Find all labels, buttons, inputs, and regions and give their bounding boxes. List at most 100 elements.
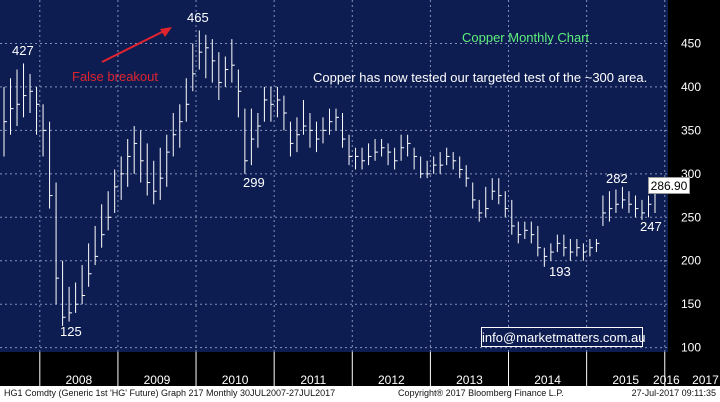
ohlc-bar [270, 86, 274, 122]
ohlc-bar [524, 221, 528, 240]
x-tick-label: 2015 [612, 373, 639, 386]
grid-layer [0, 0, 668, 352]
annotation-427: 427 [12, 43, 34, 58]
ohlc-bar [368, 143, 372, 166]
ohlc-bar [602, 195, 606, 226]
ohlc-bar [263, 86, 268, 122]
ohlc-bar [465, 165, 470, 187]
annotation-299: 299 [243, 175, 265, 190]
ohlc-bar [146, 143, 151, 196]
ohlc-bar [302, 99, 307, 135]
ohlc-bar [68, 286, 73, 322]
x-tick-label: 2013 [456, 373, 483, 386]
ohlc-bar [315, 121, 320, 153]
ohlc-bars [3, 30, 658, 326]
chart-subtitle: Copper has now tested our targeted test … [313, 70, 647, 85]
y-tick-label: 200 [681, 254, 701, 268]
ohlc-bar [446, 147, 450, 166]
x-axis-area [0, 352, 668, 386]
ohlc-bar [218, 52, 222, 100]
x-tick-label: 2014 [534, 373, 561, 386]
ohlc-bar [504, 191, 509, 218]
ohlc-bar [159, 147, 164, 200]
ohlc-bar [244, 108, 248, 174]
ohlc-bar [381, 139, 385, 157]
ohlc-bar [276, 86, 281, 118]
x-tick-label: 2012 [378, 373, 405, 386]
ohlc-bar [563, 234, 567, 257]
ohlc-bar [3, 86, 7, 157]
y-tick-label: 400 [681, 80, 701, 94]
ohlc-bar [309, 112, 313, 148]
false-breakout-arrow [101, 27, 172, 63]
ohlc-bar [179, 104, 183, 148]
y-tick-label: 150 [681, 297, 701, 311]
ohlc-bar [634, 195, 639, 218]
ohlc-bar [537, 225, 541, 257]
ohlc-bar [120, 156, 125, 200]
chart-title: Copper Monthly Chart [462, 30, 590, 45]
x-tick-label: 2008 [66, 373, 93, 386]
ohlc-bar [289, 121, 294, 157]
ohlc-bar [641, 199, 645, 220]
ohlc-bar [75, 282, 79, 313]
ohlc-bar [608, 191, 613, 222]
ohlc-bar [530, 221, 535, 244]
annotation-282: 282 [606, 171, 628, 186]
ohlc-bar [485, 186, 489, 218]
footer-timestamp: 27-Jul-2017 09:11:35 [631, 388, 716, 398]
email-contact[interactable]: info@marketmatters.com.au [481, 327, 645, 347]
ohlc-bar [127, 139, 131, 187]
ohlc-bar [361, 147, 366, 170]
ohlc-bar [647, 195, 652, 218]
x-tick-label: 2010 [222, 373, 249, 386]
ohlc-bar [42, 104, 47, 157]
ohlc-bar [420, 156, 424, 179]
ohlc-bar [296, 117, 300, 153]
ohlc-bar [621, 186, 626, 209]
ohlc-bar [348, 134, 353, 166]
annotation-125: 125 [60, 324, 82, 339]
ohlc-bar [16, 69, 21, 127]
ohlc-bar [472, 182, 476, 209]
ohlc-bar [23, 63, 27, 118]
ohlc-bar [133, 126, 138, 174]
ohlc-bar [459, 156, 463, 179]
ohlc-bar [29, 73, 34, 113]
plot-area [0, 0, 668, 352]
annotation-193: 193 [549, 264, 571, 279]
ohlc-bar [491, 178, 496, 200]
ohlc-bar [185, 78, 190, 122]
ohlc-bar [400, 134, 405, 161]
ohlc-bar [595, 239, 600, 253]
ohlc-bar [211, 39, 216, 83]
ohlc-bar [517, 221, 522, 244]
ohlc-bar [49, 121, 53, 209]
ohlc-bar [589, 239, 593, 257]
x-axis-ticks: 2008 2009 2010 2011 2012 2013 2014 2015 2016 2017 [39, 352, 719, 386]
ohlc-bar [439, 152, 444, 174]
x-tick-label: 2016 [653, 373, 680, 386]
y-tick-label: 250 [681, 210, 701, 224]
ohlc-bar [198, 30, 203, 70]
x-tick-label: 2017 [692, 373, 719, 386]
ohlc-bar [322, 117, 326, 144]
ohlc-bar [231, 39, 235, 83]
ohlc-bar [257, 112, 261, 148]
ohlc-bar [283, 95, 287, 131]
ohlc-bar [433, 156, 437, 174]
ohlc-bar [81, 265, 86, 305]
ohlc-bar [576, 239, 580, 257]
annotation-false-breakout: False breakout [72, 69, 158, 84]
ohlc-bar [569, 239, 574, 261]
ohlc-bar [543, 247, 548, 267]
ohlc-bar [114, 169, 118, 213]
ohlc-bar [413, 147, 418, 170]
ohlc-bar [615, 189, 619, 213]
ohlc-bar [205, 34, 209, 79]
ohlc-bar [88, 243, 92, 287]
y-tick-label: 450 [681, 36, 701, 50]
annotation-247: 247 [640, 219, 662, 234]
ohlc-bar [55, 182, 60, 305]
